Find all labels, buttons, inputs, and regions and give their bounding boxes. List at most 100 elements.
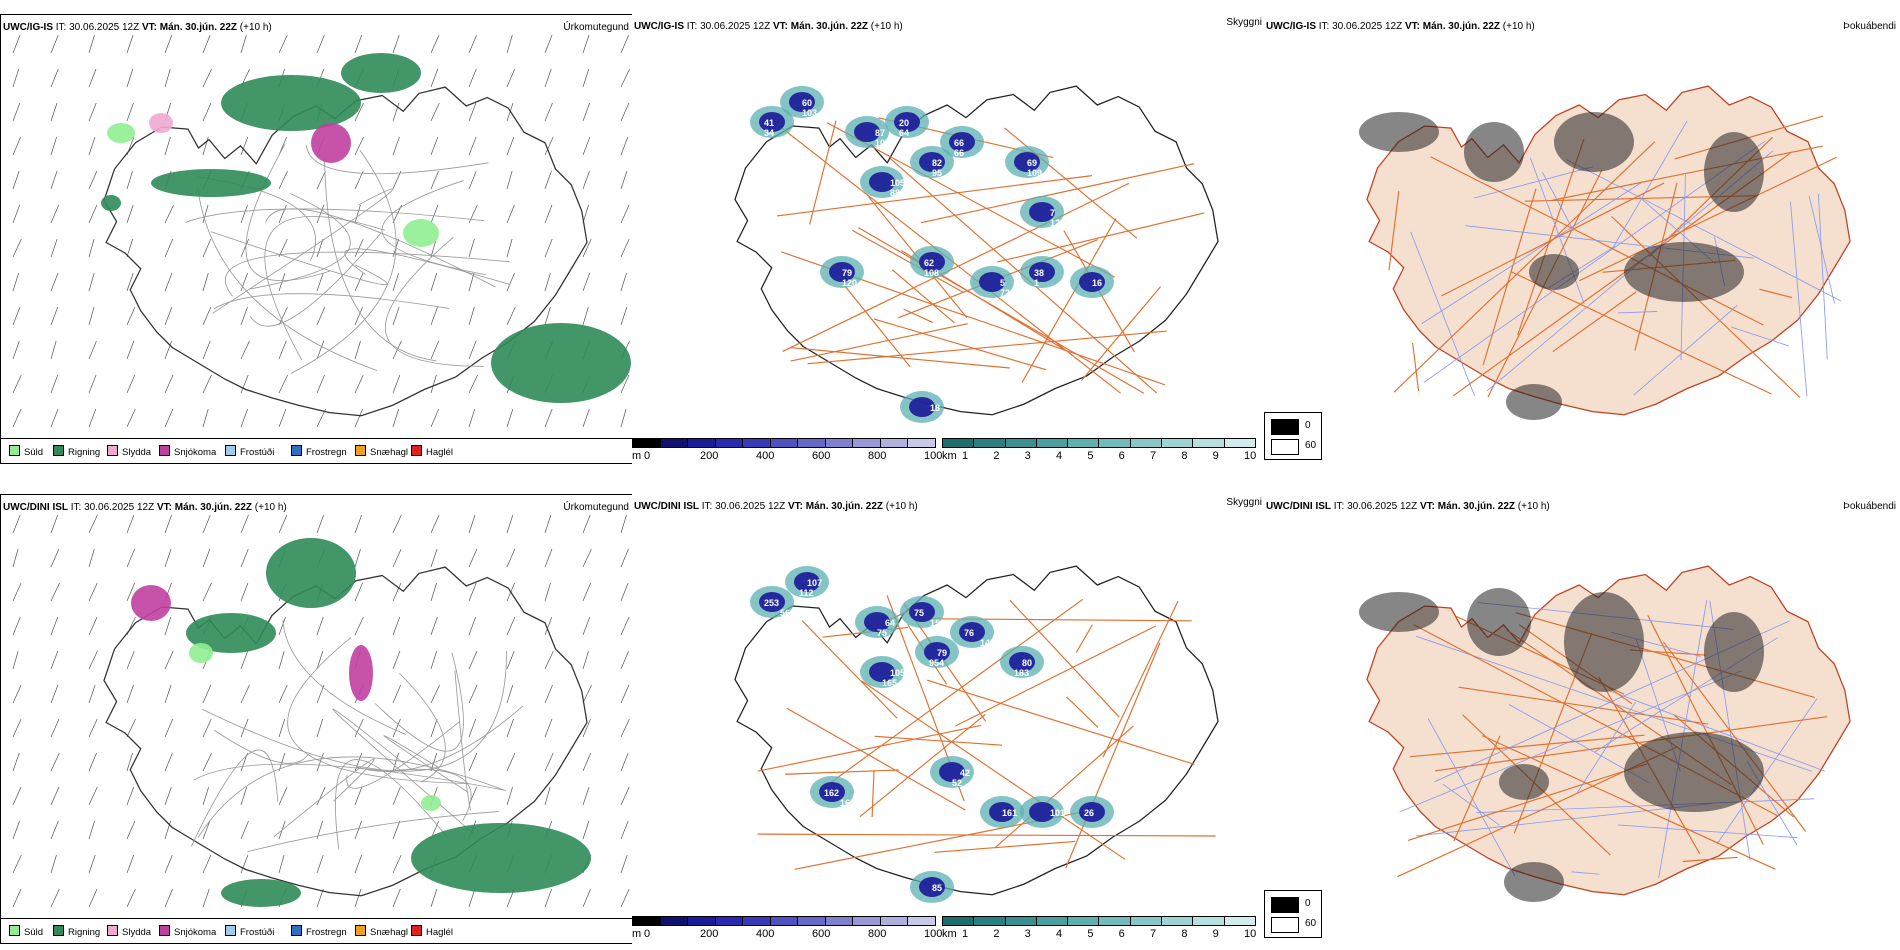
colorbar-tick-label: 7 [1150, 450, 1157, 462]
low-visibility-m [1014, 152, 1040, 172]
low-visibility-m [829, 262, 855, 282]
panel-header: UWC/IG-IS IT: 30.06.2025 12Z VT: Mán. 30… [3, 21, 629, 35]
it-value: 30.06.2025 12Z [715, 501, 786, 512]
precip-area [341, 53, 421, 93]
visibility-label: 129 [1050, 218, 1065, 228]
visibility-label: 34 [764, 128, 774, 138]
it-value: 30.06.2025 12Z [700, 21, 771, 32]
colorbar-tick-label: 400 [756, 928, 775, 940]
vt-label: VT: [156, 502, 172, 513]
low-visibility-m [939, 762, 965, 782]
fog-area [1704, 132, 1764, 212]
colorbar-segment [798, 917, 826, 925]
colorbar-segment [853, 917, 881, 925]
legend-label: Snjókoma [174, 927, 217, 938]
visibility-label: 160 [840, 798, 855, 808]
legend-label: Rigning [68, 447, 101, 458]
colorbar-segment [633, 439, 661, 447]
low-visibility-m [1029, 262, 1055, 282]
visibility-label: 38 [1034, 268, 1044, 278]
colorbar-segment [1130, 439, 1163, 447]
vt-label: VT: [141, 22, 157, 33]
fog-swatch-0 [1271, 897, 1299, 913]
colorbar-segment [1193, 917, 1225, 925]
colorbar-segment [715, 439, 744, 447]
fog-area [1624, 732, 1764, 812]
legend-swatch [159, 445, 170, 456]
visibility-label: 20 [899, 118, 909, 128]
colorbar-tick-label: 3 [1024, 450, 1031, 462]
vt-label: VT: [1419, 501, 1435, 512]
fog-legend-bottom: 0 60 [1264, 890, 1322, 938]
it-label: IT: [1318, 21, 1330, 32]
colorbar-segment [1162, 917, 1194, 925]
visibility-label: 107 [875, 138, 890, 148]
low-visibility-m [759, 112, 785, 132]
visibility-label: 253 [764, 598, 779, 608]
low-visibility-m [924, 642, 950, 662]
colorbar-tick-label: 1 [962, 928, 969, 940]
low-visibility-m [794, 572, 820, 592]
precip-area [349, 645, 373, 701]
visibility-panel-bottom: UWC/DINI ISL IT: 30.06.2025 12Z VT: Mán.… [632, 494, 1266, 944]
visibility-label: 105 [890, 178, 905, 188]
visibility-label: 165 [882, 678, 897, 688]
panel-header: UWC/DINI ISL IT: 30.06.2025 12Z VT: Mán.… [1266, 500, 1896, 514]
legend-item: Frostúði [225, 445, 274, 458]
colorbar-segment [1193, 439, 1225, 447]
legend-label: Slydda [122, 447, 152, 458]
iceland-outline [734, 565, 1219, 896]
visibility-label: 120 [842, 278, 857, 288]
visibility-label: 66 [954, 148, 964, 158]
colorbar-tick-label: 8 [1181, 450, 1188, 462]
vt-label: VT: [772, 21, 788, 32]
fog-legend-top: 0 60 [1264, 412, 1322, 460]
model-name: UWC/IG-IS [634, 21, 684, 32]
colorbar-segment [1224, 439, 1255, 447]
precip-area [421, 795, 441, 811]
model-name: UWC/DINI ISL [634, 501, 699, 512]
legend-label: Frostúði [240, 447, 275, 458]
colorbar-segment [715, 917, 744, 925]
legend-label: Snæhagl [370, 447, 409, 458]
low-visibility-m [919, 152, 945, 172]
legend-swatch [159, 925, 170, 936]
low-visibility-m [894, 112, 920, 132]
colorbar-tick-label: 6 [1118, 928, 1125, 940]
visibility-label: 144 [980, 638, 995, 648]
legend-item: Haglél [411, 445, 453, 458]
colorbar-segment [660, 439, 689, 447]
colorbar-tick-label: 800 [868, 450, 887, 462]
visibility-label: 52 [952, 778, 962, 788]
visibility-label: 62 [924, 258, 934, 268]
visibility-label: 16 [1092, 278, 1102, 288]
visibility-label: 75 [914, 608, 924, 618]
colorbar-segment [633, 917, 661, 925]
fog-area [1529, 254, 1579, 290]
precip-type-map [12, 514, 630, 908]
precip-area [131, 585, 171, 621]
wind-barbs [12, 34, 630, 428]
fog-area [1359, 112, 1439, 152]
visibility-label: 105 [890, 668, 905, 678]
visibility-label: 26 [1084, 808, 1094, 818]
visibility-label: 107 [807, 578, 822, 588]
it-label: IT: [686, 21, 698, 32]
legend-item: Súld [9, 445, 43, 458]
low-visibility-m [909, 602, 935, 622]
precip-type-map [12, 34, 631, 428]
colorbar-unit: m [632, 928, 642, 940]
visibility-label: 66 [954, 138, 964, 148]
colorbar-tick-label: 6 [1118, 450, 1125, 462]
precip-area [151, 169, 271, 197]
colorbar-tick-label: 2 [993, 928, 1000, 940]
precip-area [107, 123, 135, 143]
visibility-label: 88 [890, 188, 900, 198]
visibility-label: 112 [799, 588, 814, 598]
legend-item: Snjókoma [159, 925, 216, 938]
visibility-label: 95 [932, 168, 942, 178]
visibility-label: 5 [1000, 278, 1005, 288]
visibility-label: 82 [932, 158, 942, 168]
legend-swatch [225, 445, 236, 456]
